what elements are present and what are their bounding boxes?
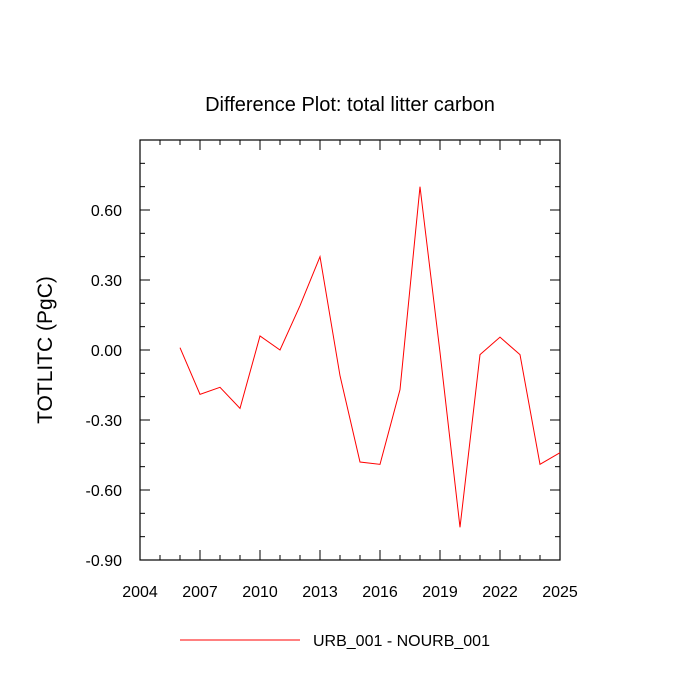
y-tick-label: 0.60 (91, 203, 122, 220)
x-tick-label: 2013 (302, 584, 338, 601)
chart-title: Difference Plot: total litter carbon (205, 94, 495, 116)
y-tick-label: -0.60 (86, 483, 123, 500)
x-tick-label: 2022 (482, 584, 518, 601)
x-tick-label: 2025 (542, 584, 578, 601)
x-tick-label: 2019 (422, 584, 458, 601)
axis-tick-labels: 2004 2007 2010 2013 2016 2019 2022 2025 -0.90 -0.… (86, 203, 578, 601)
x-tick-label: 2007 (182, 584, 218, 601)
y-axis-label: TOTLITC (PgC) (34, 276, 57, 424)
y-tick-label: -0.30 (86, 413, 123, 430)
legend: URB_001 - NOURB_001 (180, 633, 490, 650)
y-tick-label: 0.30 (91, 273, 122, 290)
x-tick-label: 2010 (242, 584, 278, 601)
plot-frame (139, 139, 561, 561)
y-tick-label: -0.90 (86, 553, 123, 570)
series-line (179, 186, 561, 528)
series-layer (179, 186, 561, 528)
y-tick-label: 0.00 (91, 343, 122, 360)
axis-ticks (139, 140, 561, 561)
legend-label: URB_001 - NOURB_001 (313, 633, 490, 650)
x-tick-label: 2016 (362, 584, 398, 601)
x-tick-label: 2004 (122, 584, 158, 601)
